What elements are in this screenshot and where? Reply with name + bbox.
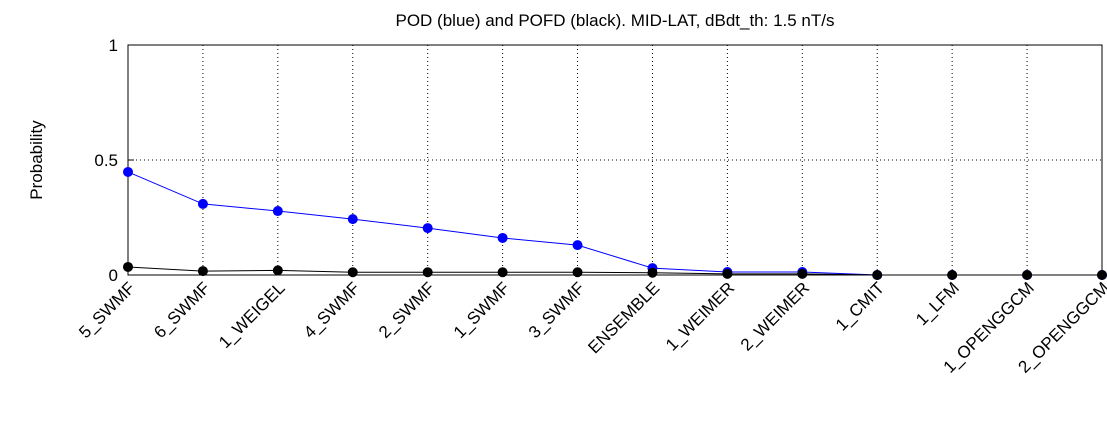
y-tick-label: 0 bbox=[109, 266, 118, 285]
data-point bbox=[197, 198, 208, 209]
x-tick-label: 2_WEIMER bbox=[737, 278, 813, 354]
data-point bbox=[123, 261, 133, 272]
series-line bbox=[127, 171, 1102, 276]
series-line bbox=[127, 266, 1102, 276]
data-point bbox=[422, 223, 433, 234]
x-tick-label: 3_SWMF bbox=[525, 278, 589, 342]
data-point bbox=[572, 240, 583, 251]
data-point bbox=[722, 268, 733, 279]
x-tick-label: 5_SWMF bbox=[75, 278, 139, 342]
data-point bbox=[422, 267, 433, 278]
x-tick-label: 4_SWMF bbox=[300, 278, 364, 342]
y-tick-label: 0.5 bbox=[94, 151, 118, 170]
data-point bbox=[347, 267, 358, 278]
data-point bbox=[797, 268, 808, 279]
x-tick-label: 1_SWMF bbox=[450, 278, 514, 342]
data-point bbox=[647, 267, 658, 278]
plot-frame bbox=[127, 44, 1103, 276]
data-point bbox=[197, 266, 208, 277]
data-point bbox=[1022, 270, 1033, 280]
data-point bbox=[872, 270, 883, 280]
data-point bbox=[347, 214, 358, 225]
x-tick-label: 1_CMIT bbox=[832, 278, 888, 334]
data-point bbox=[497, 232, 508, 243]
y-tick-label: 1 bbox=[109, 36, 118, 55]
x-tick-label: 6_SWMF bbox=[150, 278, 214, 342]
x-tick-label: 2_SWMF bbox=[375, 278, 439, 342]
x-tick-label: 1_WEIGEL bbox=[215, 278, 289, 352]
data-point bbox=[123, 166, 133, 177]
y-axis-label: Probability bbox=[27, 120, 46, 200]
x-tick-label: ENSEMBLE bbox=[584, 278, 663, 357]
chart-title: POD (blue) and POFD (black). MID-LAT, dB… bbox=[395, 11, 834, 30]
x-tick-label: 1_WEIMER bbox=[662, 278, 738, 354]
data-point bbox=[272, 265, 283, 276]
data-point bbox=[572, 267, 583, 278]
data-point bbox=[947, 270, 958, 280]
data-point bbox=[497, 267, 508, 278]
data-point bbox=[1097, 270, 1107, 280]
data-point bbox=[272, 206, 283, 217]
x-tick-label: 1_LFM bbox=[912, 278, 963, 329]
